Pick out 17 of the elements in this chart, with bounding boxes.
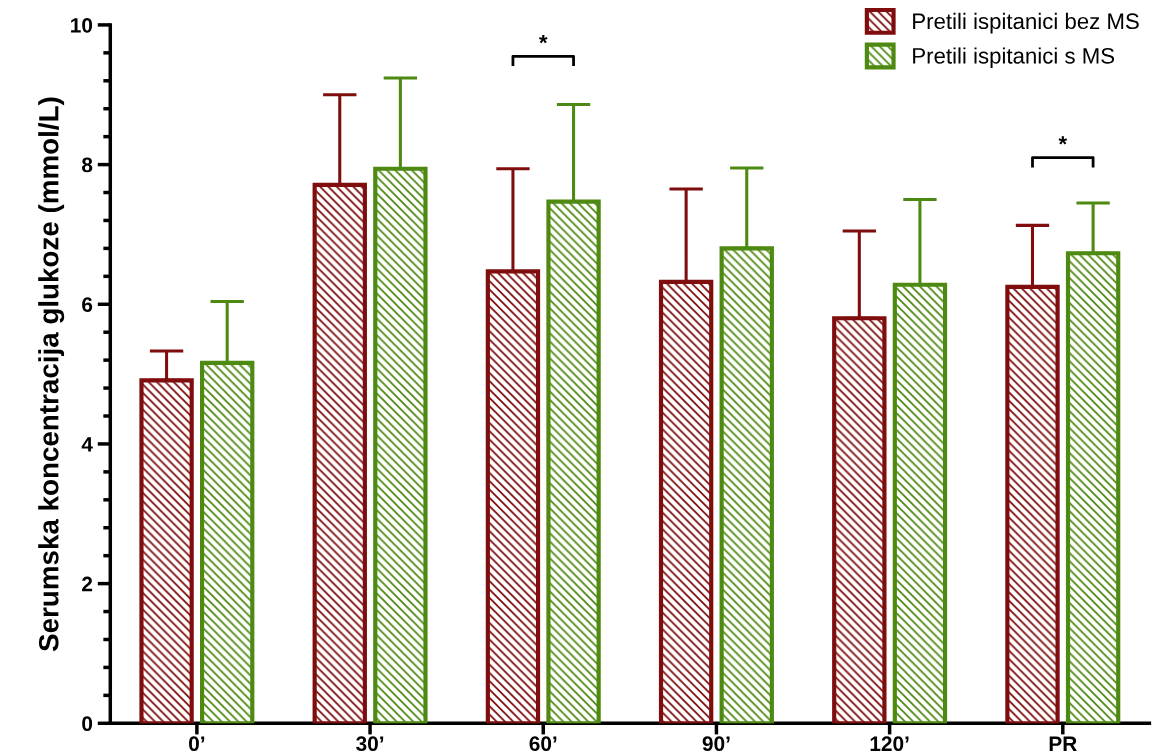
y-tick-label: 2 [82, 576, 93, 592]
y-tick-label: 8 [82, 157, 93, 173]
x-tick-label: 90’ [702, 736, 730, 752]
legend-label: Pretili ispitanici bez MS [913, 12, 1139, 34]
y-tick-label: 4 [81, 437, 93, 452]
x-tick-label: 60’ [529, 736, 557, 752]
annotation: * [1058, 136, 1068, 145]
y-tick-label: 0 [82, 716, 93, 732]
x-tick-label: 0’ [189, 736, 205, 752]
annotation: * [538, 35, 548, 44]
y-tick-label: 10 [71, 17, 93, 33]
x-tick-label: PR [1049, 736, 1077, 751]
y-tick-label: 6 [82, 297, 93, 313]
legend-label: Pretili ispitanici s MS [913, 47, 1115, 69]
y-axis-title: Serumska koncentracija glukoze (mmol/L) [38, 97, 65, 652]
x-tick-label: 120’ [870, 736, 909, 752]
x-tick-label: 30’ [356, 736, 384, 752]
